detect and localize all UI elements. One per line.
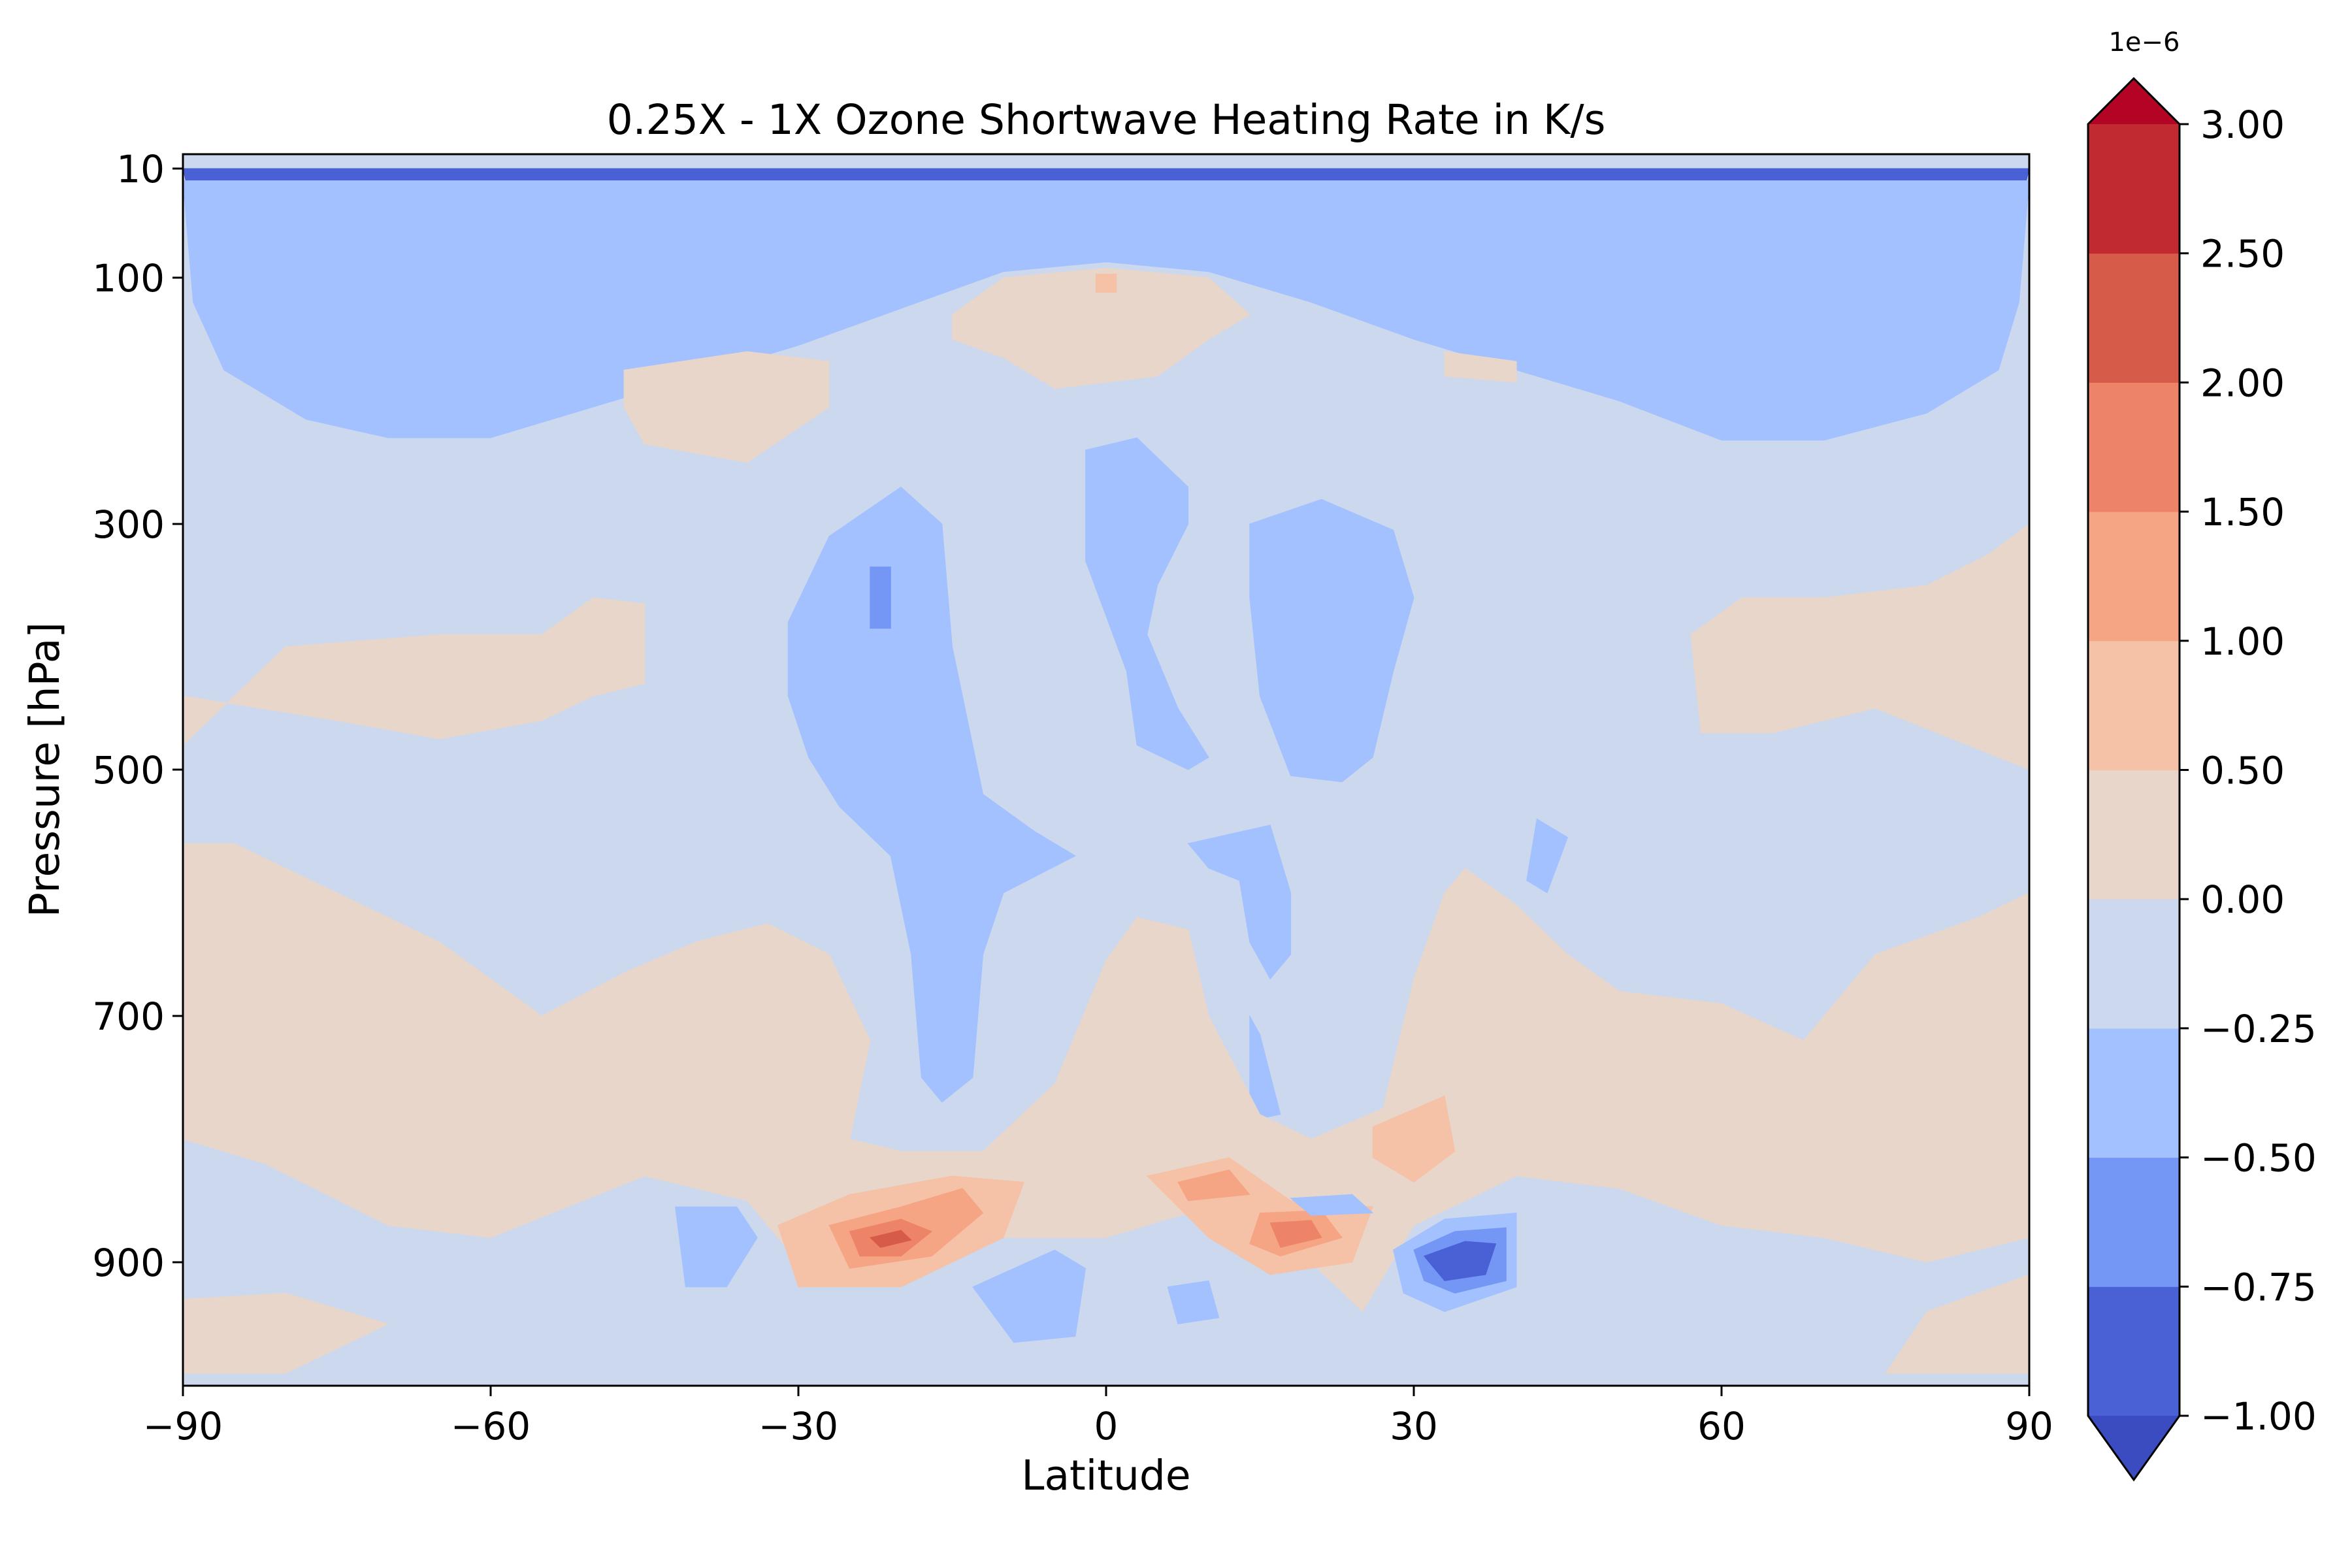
- contour-region-35: [1290, 1194, 1374, 1216]
- colorbar-tick-label: 0.00: [2200, 877, 2285, 922]
- contour-region-9: [870, 566, 891, 629]
- colorbar-over-arrow: [2088, 78, 2180, 124]
- x-tick-label: 60: [1697, 1404, 1746, 1448]
- contour-region-15: [183, 597, 645, 746]
- contour-region-31: [1167, 1280, 1220, 1325]
- colorbar-tick-label: 1.00: [2200, 619, 2285, 664]
- x-tick-label: 30: [1390, 1404, 1438, 1448]
- contour-region-4: [952, 267, 1250, 389]
- contour-region-14: [1526, 818, 1569, 894]
- contour-region-13: [1249, 1015, 1281, 1121]
- colorbar-under-arrow: [2088, 1416, 2180, 1480]
- x-axis: −90 −60 −30 0 30 60 90: [143, 1386, 2053, 1448]
- colorbar-tick-label: 2.00: [2200, 361, 2285, 405]
- contour-region-19: [1885, 1274, 2029, 1374]
- colorbar-band: [2088, 1286, 2180, 1416]
- colorbar-band: [2088, 770, 2180, 900]
- y-tick-label: 900: [92, 1241, 165, 1285]
- x-tick-label: 90: [2005, 1404, 2053, 1448]
- colorbar-tick-label: 0.50: [2200, 749, 2285, 793]
- contour-region-10: [1085, 437, 1209, 770]
- contour-region-30: [972, 1249, 1086, 1343]
- contour-region-24: [869, 1230, 912, 1248]
- colorbar: −1.00 −0.75 −0.50 −0.25 0.00 0.50 1.00 1.50 2.00…: [2087, 76, 2317, 1482]
- colorbar-tick-label: −0.25: [2200, 1007, 2317, 1051]
- y-axis-label: Pressure [hPa]: [21, 622, 69, 917]
- colorbar-tick-label: 3.00: [2200, 103, 2285, 147]
- y-tick-label: 300: [92, 502, 165, 547]
- contour-region-16: [1690, 523, 2029, 770]
- colorbar-band: [2088, 640, 2180, 770]
- contour-region-6: [623, 351, 830, 463]
- contour-region-26: [1177, 1169, 1250, 1201]
- contour-region-28: [1269, 1220, 1322, 1248]
- y-tick-label: 10: [116, 147, 165, 191]
- contour-region-29: [675, 1206, 758, 1288]
- y-tick-label: 700: [92, 994, 165, 1039]
- x-axis-label: Latitude: [1021, 1452, 1190, 1499]
- x-tick-label: −60: [451, 1404, 531, 1448]
- contour-region-12: [1187, 825, 1292, 980]
- x-tick-label: −30: [759, 1404, 838, 1448]
- colorbar-tick-label: 1.50: [2200, 490, 2285, 534]
- colorbar-band: [2088, 1028, 2180, 1158]
- chart-title: 0.25X - 1X Ozone Shortwave Heating Rate …: [607, 96, 1606, 144]
- colorbar-band: [2088, 899, 2180, 1029]
- contour-regions: [183, 168, 2029, 1374]
- colorbar-tick-label: −1.00: [2200, 1394, 2317, 1439]
- y-tick-label: 500: [92, 748, 165, 792]
- colorbar-band: [2088, 512, 2180, 642]
- colorbar-band: [2088, 382, 2180, 512]
- colorbar-band: [2088, 253, 2180, 383]
- plot-area: [182, 153, 2031, 1387]
- y-axis: 10 100 300 500 700 900: [92, 147, 183, 1285]
- colorbar-band: [2088, 124, 2180, 254]
- contour-region-18: [183, 1292, 389, 1374]
- contour-region-7: [1444, 351, 1517, 383]
- colorbar-tick-label: −0.50: [2200, 1136, 2317, 1181]
- contour-region-11: [1249, 498, 1414, 783]
- contour-region-20: [1372, 1095, 1456, 1183]
- colorbar-tick-label: −0.75: [2200, 1265, 2317, 1309]
- contour-region-5: [1095, 273, 1117, 293]
- y-tick-label: 100: [92, 256, 165, 301]
- contour-region-34: [1423, 1241, 1497, 1281]
- contour-region-8: [787, 486, 1076, 1103]
- x-tick-label: −90: [143, 1404, 223, 1448]
- colorbar-offset-label: 1e−6: [2108, 27, 2180, 57]
- x-tick-label: 0: [1094, 1404, 1119, 1448]
- colorbar-band: [2088, 1157, 2180, 1287]
- colorbar-tick-label: 2.50: [2200, 232, 2285, 276]
